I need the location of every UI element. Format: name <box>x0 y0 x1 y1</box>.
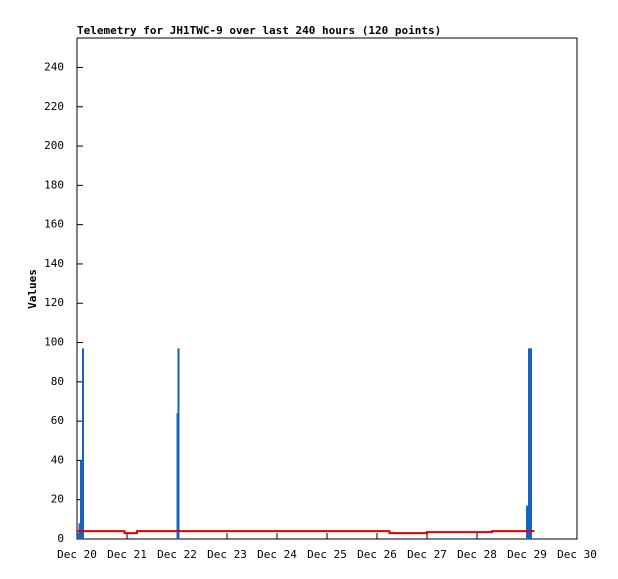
plot-frame <box>76 37 578 540</box>
y-tick-label: 20 <box>51 493 64 506</box>
y-tick-label: 160 <box>44 218 64 231</box>
x-tick-label: Dec 23 <box>207 548 247 561</box>
y-tick-label: 180 <box>44 178 64 191</box>
y-tick-label: 80 <box>51 375 64 388</box>
series-line <box>77 530 535 535</box>
y-tick-label: 100 <box>44 336 64 349</box>
x-tick-label: Dec 21 <box>107 548 147 561</box>
y-tick-label: 220 <box>44 100 64 113</box>
x-tick-label: Dec 24 <box>257 548 297 561</box>
y-tick-label: 0 <box>57 532 64 545</box>
x-tick-label: Dec 22 <box>157 548 197 561</box>
x-tick-label: Dec 20 <box>57 548 97 561</box>
y-tick-label: 120 <box>44 296 64 309</box>
x-tick-label: Dec 30 <box>557 548 597 561</box>
x-tick-label: Dec 27 <box>407 548 447 561</box>
y-tick-label: 240 <box>44 60 64 73</box>
y-tick-label: 140 <box>44 257 64 270</box>
chart-title: Telemetry for JH1TWC-9 over last 240 hou… <box>77 24 441 37</box>
x-tick-label: Dec 26 <box>357 548 397 561</box>
y-tick-label: 40 <box>51 453 64 466</box>
y-axis-label: Values <box>26 269 39 309</box>
x-tick-label: Dec 28 <box>457 548 497 561</box>
x-tick-label: Dec 29 <box>507 548 547 561</box>
y-tick-label: 60 <box>51 414 64 427</box>
x-tick-label: Dec 25 <box>307 548 347 561</box>
y-tick-label: 200 <box>44 139 64 152</box>
